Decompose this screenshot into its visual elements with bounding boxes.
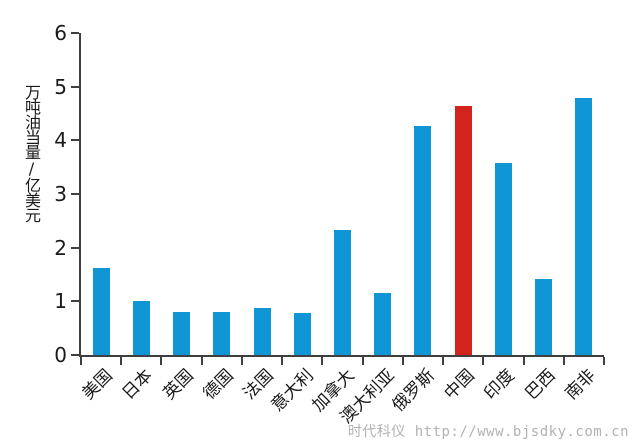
x-tick-mark (200, 357, 203, 365)
y-tick-label: 3 (54, 182, 67, 206)
bar-意大利 (293, 312, 311, 355)
x-tick-mark (321, 357, 324, 365)
bar-俄罗斯 (414, 125, 432, 355)
bar-南非 (575, 97, 593, 355)
x-tick-mark (281, 357, 284, 365)
x-axis-label-英国: 英国 (159, 365, 198, 404)
plot-area (71, 32, 605, 365)
x-axis-label-俄罗斯: 俄罗斯 (388, 365, 439, 416)
y-tick-label: 5 (54, 74, 67, 99)
bar-加拿大 (334, 229, 351, 355)
y-tick-label: 6 (54, 21, 67, 45)
bar-英国 (173, 312, 191, 355)
y-tick-label: 0 (54, 343, 67, 367)
x-tick-mark (442, 357, 445, 365)
watermark: 时代科仪 http://www.bjsdky.com.cn (347, 424, 629, 440)
x-axis-label-巴西: 巴西 (521, 365, 560, 404)
y-tick-mark (71, 85, 79, 88)
y-tick-mark (71, 246, 79, 249)
bar-德国 (213, 311, 231, 355)
x-tick-mark (120, 357, 123, 365)
x-axis-label-南非: 南非 (561, 365, 600, 404)
bar-巴西 (535, 278, 553, 355)
bar-澳大利亚 (374, 293, 392, 355)
x-tick-mark (160, 357, 163, 365)
x-tick-mark (562, 357, 565, 365)
bar-印度 (494, 163, 512, 355)
bar-美国 (92, 268, 110, 355)
x-axis-label-德国: 德国 (199, 365, 238, 404)
y-tick-mark (71, 32, 79, 34)
y-tick-label: 2 (54, 235, 67, 260)
bar-中国 (454, 106, 472, 355)
y-tick-mark (71, 354, 79, 356)
y-tick-label: 1 (54, 289, 67, 314)
x-axis-label-意大利: 意大利 (267, 365, 319, 416)
x-axis-label-中国: 中国 (440, 365, 479, 404)
x-tick-mark (80, 357, 82, 365)
x-tick-mark (401, 357, 404, 365)
x-axis-label-日本: 日本 (118, 365, 158, 404)
y-tick-mark (71, 193, 79, 195)
x-tick-mark (482, 357, 485, 365)
x-tick-mark (361, 357, 364, 365)
x-axis-label-印度: 印度 (480, 365, 520, 404)
bar-日本 (132, 300, 150, 355)
x-tick-mark (603, 357, 605, 365)
y-tick-label: 4 (54, 128, 67, 153)
x-tick-mark (240, 357, 243, 365)
y-axis-title: 万吨油当量/亿美元 (22, 84, 41, 222)
bar-法国 (253, 307, 271, 355)
x-axis-label-美国: 美国 (78, 365, 117, 404)
y-tick-mark (71, 139, 79, 142)
y-tick-mark (71, 300, 79, 303)
x-tick-mark (522, 357, 525, 365)
